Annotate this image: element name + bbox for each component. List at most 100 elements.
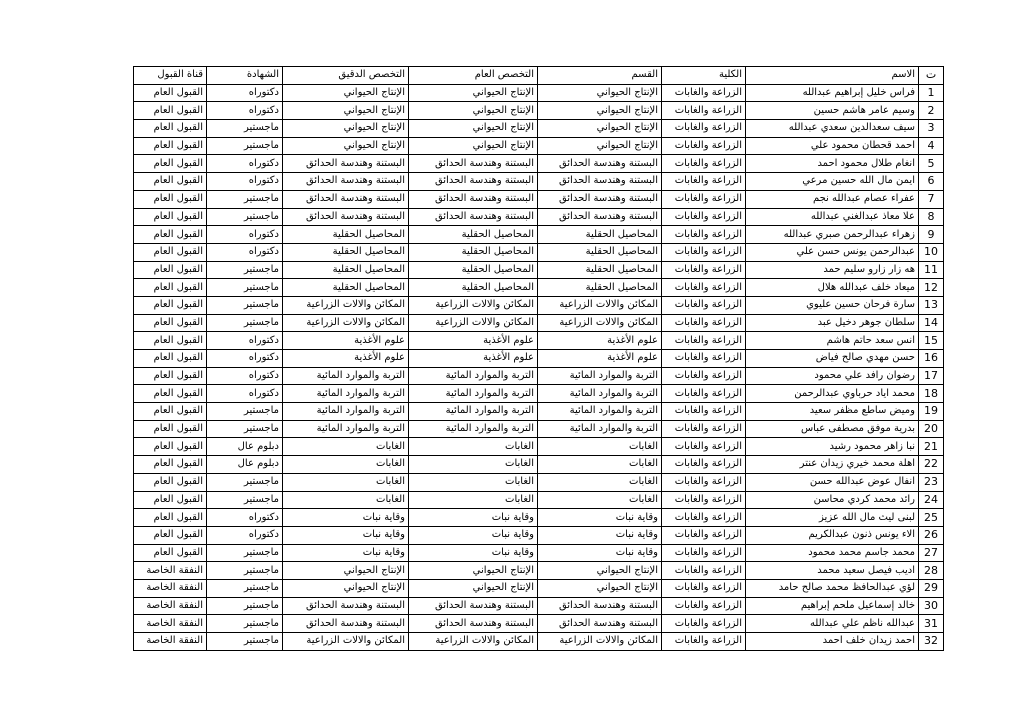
table-cell: البستنة وهندسة الحدائق — [408, 596, 538, 616]
table-row: 1 فراس خليل إبراهيم عبدالله الزراعة والغاب… — [133, 83, 944, 103]
table-cell: الزراعة والغابات — [661, 543, 746, 563]
table-cell: الزراعة والغابات — [661, 596, 746, 616]
table-cell: رضوان رافد علي محمود — [745, 366, 919, 386]
row-number: 25 — [918, 508, 944, 527]
table-cell: ماجستير — [206, 614, 283, 633]
table-row: 25 لبنى ليث مال الله عزيز الزراعة والغابات… — [133, 508, 944, 527]
table-cell: التربة والموارد المائية — [408, 402, 538, 421]
table-cell: المكائن والالات الزراعية — [408, 632, 538, 651]
table-cell: المحاصيل الحقلية — [282, 260, 409, 280]
table-cell: الإنتاج الحيواني — [408, 578, 538, 598]
row-number: 19 — [918, 402, 944, 421]
table-row: 28 اديب فيصل سعيد محمد الزراعة والغابات الإ… — [133, 561, 944, 580]
row-number: 17 — [918, 366, 944, 386]
table-cell: ماجستير — [206, 561, 283, 580]
table-cell: وميض ساطع مظفر سعيد — [745, 402, 919, 421]
table-cell: القبول العام — [133, 437, 207, 457]
table-cell: دكتوراه — [206, 349, 283, 368]
table-cell: البستنة وهندسة الحدائق — [537, 172, 662, 191]
table-cell: دكتوراه — [206, 331, 283, 350]
row-number: 11 — [918, 260, 944, 280]
admissions-table: ت الاسم الكلية القسم التخصص العام التخصص الدق… — [133, 66, 944, 651]
table-cell: الزراعة والغابات — [661, 349, 746, 368]
header-cell: التخصص العام — [408, 66, 538, 85]
table-cell: علا معاذ عبدالغني عبدالله — [745, 207, 919, 227]
table-cell: فراس خليل إبراهيم عبدالله — [745, 83, 919, 103]
table-cell: القبول العام — [133, 172, 207, 191]
table-cell: الزراعة والغابات — [661, 525, 746, 545]
table-cell: عفراء عصام عبدالله نجم — [745, 189, 919, 209]
table-cell: الزراعة والغابات — [661, 278, 746, 297]
table-cell: الزراعة والغابات — [661, 578, 746, 598]
table-cell: القبول العام — [133, 543, 207, 563]
table-cell: الغابات — [537, 437, 662, 457]
table-cell: علوم الأغذية — [282, 349, 409, 368]
table-cell: الإنتاج الحيواني — [408, 136, 538, 156]
row-number: 23 — [918, 472, 944, 492]
table-cell: المحاصيل الحقلية — [282, 225, 409, 244]
table-cell: القبول العام — [133, 384, 207, 404]
table-cell: علوم الأغذية — [408, 349, 538, 368]
table-cell: سيف سعدالدين سعدي عبدالله — [745, 119, 919, 138]
table-cell: ايمن مال الله حسين مرعي — [745, 172, 919, 191]
table-row: 16 حسن مهدي صالح فياض الزراعة والغابات علوم… — [133, 349, 944, 368]
table-cell: وسيم عامر هاشم حسين — [745, 101, 919, 121]
table-cell: وقاية نبات — [282, 508, 409, 527]
table-cell: القبول العام — [133, 525, 207, 545]
table-cell: انغام طلال محمود احمد — [745, 154, 919, 174]
table-cell: ماجستير — [206, 119, 283, 138]
table-cell: القبول العام — [133, 83, 207, 103]
table-cell: الإنتاج الحيواني — [408, 119, 538, 138]
table-cell: القبول العام — [133, 295, 207, 315]
table-cell: المحاصيل الحقلية — [408, 242, 538, 262]
table-cell: الزراعة والغابات — [661, 260, 746, 280]
table-cell: الإنتاج الحيواني — [537, 578, 662, 598]
table-cell: المحاصيل الحقلية — [537, 260, 662, 280]
table-cell: الغابات — [282, 455, 409, 474]
table-cell: وقاية نبات — [408, 543, 538, 563]
table-cell: القبول العام — [133, 508, 207, 527]
table-body: 1 فراس خليل إبراهيم عبدالله الزراعة والغاب… — [133, 83, 944, 651]
table-cell: التربة والموارد المائية — [537, 366, 662, 386]
table-row: 8 علا معاذ عبدالغني عبدالله الزراعة والغاب… — [133, 207, 944, 227]
table-cell: الغابات — [537, 472, 662, 492]
table-cell: دكتوراه — [206, 154, 283, 174]
table-cell: البستنة وهندسة الحدائق — [537, 614, 662, 633]
header-row: ت الاسم الكلية القسم التخصص العام التخصص الدق… — [133, 66, 944, 85]
row-number: 8 — [918, 207, 944, 227]
table-cell: البستنة وهندسة الحدائق — [282, 154, 409, 174]
table-cell: المكائن والالات الزراعية — [408, 295, 538, 315]
table-cell: الزراعة والغابات — [661, 119, 746, 138]
table-cell: المحاصيل الحقلية — [408, 260, 538, 280]
row-number: 2 — [918, 101, 944, 121]
table-cell: البستنة وهندسة الحدائق — [408, 614, 538, 633]
table-cell: التربة والموارد المائية — [408, 384, 538, 404]
table-cell: البستنة وهندسة الحدائق — [408, 189, 538, 209]
table-cell: علوم الأغذية — [282, 331, 409, 350]
table-cell: الاء يونس ذنون عبدالكريم — [745, 525, 919, 545]
table-cell: لؤي عبدالحافظ محمد صالح حامد — [745, 578, 919, 598]
table-cell: الزراعة والغابات — [661, 419, 746, 439]
table-cell: التربة والموارد المائية — [408, 366, 538, 386]
table-cell: الإنتاج الحيواني — [537, 101, 662, 121]
table-row: 24 رائد محمد كردي محاسن الزراعة والغابات ال… — [133, 490, 944, 510]
table-cell: المحاصيل الحقلية — [282, 278, 409, 297]
table-row: 10 عبدالرحمن يونس حسن علي الزراعة والغابات… — [133, 242, 944, 262]
table-cell: الزراعة والغابات — [661, 614, 746, 633]
table-cell: ماجستير — [206, 543, 283, 563]
table-row: 30 خالد إسماعيل ملحم إبراهيم الزراعة والغا… — [133, 596, 944, 616]
table-cell: عبدالرحمن يونس حسن علي — [745, 242, 919, 262]
table-cell: محمد جاسم محمد محمود — [745, 543, 919, 563]
table-cell: التربة والموارد المائية — [282, 419, 409, 439]
table-cell: دبلوم عال — [206, 455, 283, 474]
table-cell: دكتوراه — [206, 508, 283, 527]
table-cell: القبول العام — [133, 472, 207, 492]
table-cell: ماجستير — [206, 402, 283, 421]
table-cell: الزراعة والغابات — [661, 242, 746, 262]
table-cell: وقاية نبات — [282, 543, 409, 563]
table-cell: الزراعة والغابات — [661, 101, 746, 121]
table-cell: النفقة الخاصة — [133, 561, 207, 580]
row-number: 21 — [918, 437, 944, 457]
table-cell: الإنتاج الحيواني — [537, 119, 662, 138]
table-cell: الزراعة والغابات — [661, 490, 746, 510]
